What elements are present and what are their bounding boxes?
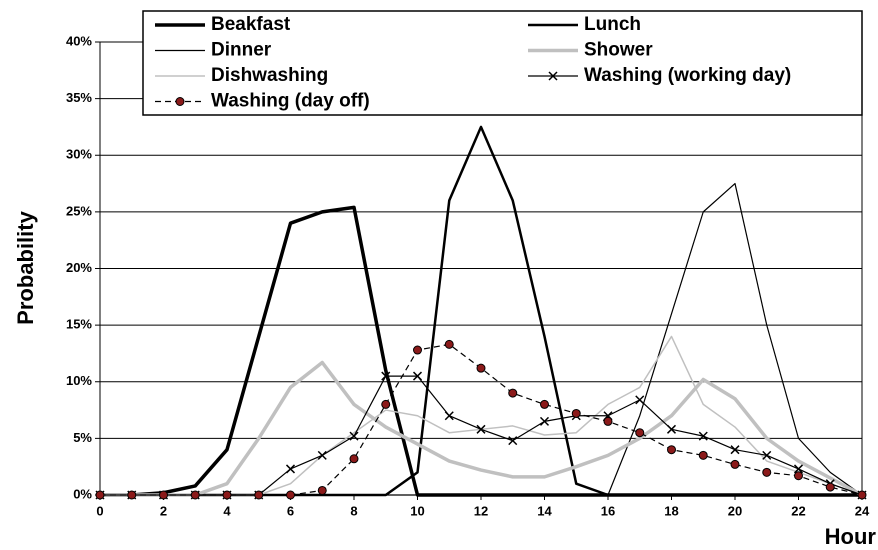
marker xyxy=(548,71,558,81)
y-tick-label: 35% xyxy=(66,90,92,105)
marker xyxy=(317,450,327,460)
legend-label: Shower xyxy=(584,40,653,61)
marker xyxy=(412,371,423,381)
marker xyxy=(698,431,708,441)
x-tick-label: 10 xyxy=(410,503,424,518)
marker xyxy=(95,490,105,500)
legend-label: Dinner xyxy=(211,40,272,61)
marker xyxy=(286,490,295,500)
marker xyxy=(381,399,391,409)
marker xyxy=(635,395,645,405)
marker xyxy=(508,388,518,398)
legend-label: Lunch xyxy=(584,14,641,35)
marker xyxy=(413,345,422,355)
legend-label: Dishwashing xyxy=(211,65,328,86)
series-line xyxy=(100,360,863,497)
marker xyxy=(317,485,327,495)
marker xyxy=(539,416,550,426)
x-tick-label: 22 xyxy=(791,503,805,518)
marker xyxy=(175,97,185,106)
marker xyxy=(793,464,804,474)
marker xyxy=(730,445,740,455)
x-tick-label: 0 xyxy=(96,503,103,518)
x-tick-label: 24 xyxy=(855,503,870,518)
marker xyxy=(762,467,772,477)
y-tick-label: 0% xyxy=(73,486,92,501)
marker xyxy=(349,431,359,441)
marker xyxy=(666,424,677,434)
marker xyxy=(667,445,676,455)
marker xyxy=(825,482,835,492)
x-tick-label: 4 xyxy=(223,503,231,518)
y-tick-label: 20% xyxy=(66,260,92,275)
legend-box xyxy=(142,10,863,116)
marker xyxy=(698,450,708,460)
marker xyxy=(159,490,168,500)
marker xyxy=(635,428,645,438)
legend-label: Washing (working day) xyxy=(584,65,791,86)
marker xyxy=(762,450,772,460)
marker xyxy=(285,464,296,474)
marker xyxy=(127,490,137,500)
marker xyxy=(190,490,200,500)
y-tick-label: 40% xyxy=(66,33,92,48)
marker xyxy=(730,459,740,469)
x-tick-label: 14 xyxy=(537,503,552,518)
y-tick-label: 30% xyxy=(66,147,92,162)
marker xyxy=(476,424,486,434)
marker xyxy=(540,399,549,409)
marker xyxy=(444,339,454,349)
x-tick-label: 12 xyxy=(474,503,488,518)
x-tick-label: 6 xyxy=(287,503,294,518)
x-tick-label: 16 xyxy=(601,503,615,518)
marker xyxy=(476,363,486,373)
y-tick-label: 15% xyxy=(66,317,92,332)
legend-label: Washing (day off) xyxy=(211,91,370,112)
marker xyxy=(603,416,613,426)
x-tick-label: 2 xyxy=(160,503,167,518)
marker xyxy=(571,408,581,418)
marker xyxy=(349,454,359,464)
legend-label: Beakfast xyxy=(211,14,291,35)
marker xyxy=(381,371,391,381)
marker xyxy=(254,490,264,500)
y-tick-label: 25% xyxy=(66,203,92,218)
y-tick-label: 5% xyxy=(73,430,92,445)
x-tick-label: 8 xyxy=(350,503,357,518)
x-tick-label: 20 xyxy=(728,503,742,518)
y-tick-label: 10% xyxy=(66,373,92,388)
marker xyxy=(444,411,454,421)
x-axis-title: Hour xyxy=(825,524,877,549)
y-axis-title: Probability xyxy=(13,210,38,324)
x-tick-label: 18 xyxy=(664,503,678,518)
marker xyxy=(794,471,803,481)
marker xyxy=(508,436,518,446)
marker xyxy=(857,490,867,500)
marker xyxy=(222,490,232,500)
